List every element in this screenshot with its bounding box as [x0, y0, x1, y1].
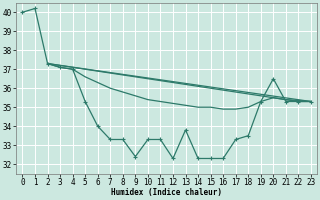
X-axis label: Humidex (Indice chaleur): Humidex (Indice chaleur) — [111, 188, 222, 197]
